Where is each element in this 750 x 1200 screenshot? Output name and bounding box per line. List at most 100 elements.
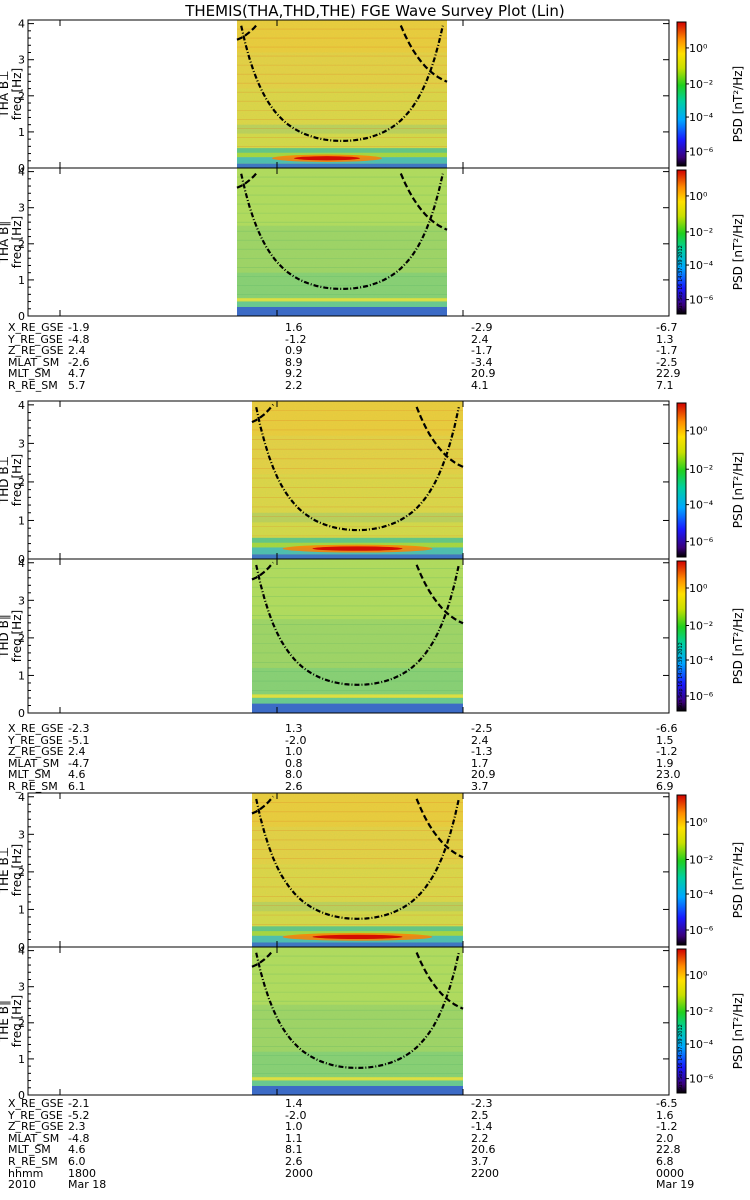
ephemeris-label: X_RE_GSE — [8, 722, 64, 735]
spectrum-band — [252, 826, 463, 865]
colorbar — [676, 402, 687, 558]
ephemeris-value: 2.4 — [471, 332, 489, 346]
panel-freq-label: freq [Hz] — [10, 454, 24, 506]
spectrum-band — [237, 163, 447, 168]
ephemeris-row: MLAT_SM -4.8 1.1 2.2 2.0 — [8, 1133, 708, 1145]
axis-frame — [27, 167, 670, 317]
ephemeris-value: 2.4 — [68, 745, 86, 759]
ephemeris-label: Z_RE_GSE — [8, 745, 64, 759]
ephemeris-value: 2.2 — [285, 378, 303, 392]
ephemeris-value: -6.7 — [656, 321, 678, 334]
cyclotron-curve — [240, 173, 444, 291]
spectrum-band — [252, 522, 463, 538]
spectrogram-panel-thd-par: 0 1 2 3 4 THD B∥ freq [Hz] 10⁰ 10⁻² 10⁻⁴ 10⁻⁶ PSD [… — [0, 557, 745, 720]
ephemeris-value: -6.5 — [656, 1097, 678, 1110]
spectrum-noise — [252, 947, 463, 1095]
colorbar — [676, 169, 687, 315]
spectrum-band — [252, 1051, 463, 1077]
ephemeris-value: 1.5 — [656, 733, 674, 747]
ephemeris-row: MLT_SM 4.7 9.2 20.9 22.9 — [8, 368, 708, 380]
y-tick-label: 0 — [18, 941, 25, 954]
ephemeris-value: 2.0 — [656, 1131, 674, 1145]
wave-power-core — [312, 934, 403, 940]
y-tick-label: 2 — [18, 632, 25, 645]
spectrum-band — [237, 301, 447, 307]
time-axis-date-label: Mar 18 — [68, 1178, 107, 1192]
colorbar-tick-label: 10⁻² — [689, 226, 713, 239]
spectrum-band — [252, 401, 463, 436]
spectrum-band — [252, 793, 463, 827]
ephemeris-value: 3.7 — [471, 1154, 489, 1168]
spectrum-band — [252, 947, 463, 1005]
ephemeris-label: MLT_SM — [8, 1143, 51, 1157]
ephemeris-the: X_RE_GSE -2.1 1.4 -2.3 -6.5 Y_RE_GSE -5.2 -2.0 2… — [8, 1098, 708, 1168]
ephemeris-value: 2.3 — [68, 1120, 86, 1134]
colorbar — [676, 21, 687, 167]
spectrogram-panel-tha-par: 0 1 2 3 4 THA B∥ freq [Hz] 10⁰ 10⁻² 10⁻⁴ 10⁻⁶ PSD [… — [0, 166, 745, 323]
time-axis-label: 2200 — [471, 1166, 499, 1180]
timestamp-stamp: Sun Sep 16 14:37:39 2012 — [678, 642, 684, 709]
spectrum-band — [252, 512, 463, 523]
ephemeris-label: MLAT_SM — [8, 1131, 60, 1145]
panel-freq-label: freq [Hz] — [10, 610, 24, 662]
time-axis-labels: hhmm 1800 2000 2200 0000 2010 Mar 18 Mar 19 — [8, 1166, 708, 1192]
ephemeris-label: Y_RE_GSE — [8, 332, 63, 346]
cyclotron-curve — [255, 798, 460, 920]
spectrum-band — [252, 926, 463, 932]
ephemeris-value: 7.1 — [656, 378, 674, 392]
ephemeris-value: -1.7 — [471, 344, 493, 358]
colorbar-label: PSD [nT²/Hz] — [731, 842, 745, 918]
y-tick-label: 0 — [18, 553, 25, 566]
cyclotron-curve-upper — [399, 173, 448, 231]
colorbar-tick-label: 10⁻² — [689, 620, 713, 633]
colorbar-label: PSD [nT²/Hz] — [731, 66, 745, 142]
ephemeris-value: 8.0 — [285, 768, 303, 782]
colorbar-tick-label: 10⁻⁴ — [689, 888, 714, 901]
ephemeris-label: MLAT_SM — [8, 756, 60, 770]
ephemeris-value: 4.6 — [68, 768, 86, 782]
ephemeris-value: 1.1 — [285, 1131, 303, 1145]
y-tick-label: 1 — [18, 126, 25, 139]
time-axis-label: hhmm — [8, 1166, 44, 1180]
y-tick-label: 1 — [18, 903, 25, 916]
ephemeris-value: 1.3 — [285, 722, 303, 735]
ephemeris-value: 2.5 — [471, 1108, 489, 1122]
y-tick-label: 0 — [18, 310, 25, 323]
ephemeris-value: 0.9 — [285, 344, 303, 358]
ephemeris-value: 1.0 — [285, 1120, 303, 1134]
colorbar-tick-label: 10⁻² — [689, 463, 713, 476]
ephemeris-value: -2.3 — [471, 1097, 493, 1110]
ephemeris-value: 1.6 — [285, 321, 303, 334]
time-axis-date-label: 2010 — [8, 1178, 36, 1192]
spectrogram-panel-the-par: 0 1 2 3 4 THE B∥ freq [Hz] 10⁰ 10⁻² 10⁻⁴ 10⁻⁶ PSD [… — [0, 945, 745, 1102]
ephemeris-value: 5.7 — [68, 378, 86, 392]
y-tick-label: 1 — [18, 274, 25, 287]
ephemeris-row: Y_RE_GSE -5.1 -2.0 2.4 1.5 — [8, 733, 708, 747]
y-tick-label: 0 — [18, 1089, 25, 1102]
colorbar-tick-label: 10⁻⁴ — [689, 259, 714, 272]
y-tick-label: 0 — [18, 707, 25, 720]
ephemeris-value: 9.2 — [285, 367, 303, 381]
cyclotron-curve-upper — [236, 22, 259, 41]
colorbar — [676, 794, 687, 946]
y-tick-label: 1 — [18, 1053, 25, 1066]
ephemeris-value: 1.3 — [656, 332, 674, 346]
ephemeris-value: 4.6 — [68, 1143, 86, 1157]
spectrum-band — [237, 20, 447, 53]
panel-component-label: THD B⊥ — [0, 456, 11, 505]
cyclotron-curve-upper — [251, 795, 274, 815]
panel-component-label: THA B∥ — [0, 221, 11, 265]
timestamp-stamp: Sun Sep 16 14:37:39 2012 — [678, 1024, 684, 1091]
ephemeris-label: MLT_SM — [8, 768, 51, 782]
ephemeris-value: 0.8 — [285, 756, 303, 770]
colorbar-tick-label: 10⁻⁶ — [689, 924, 714, 937]
ephemeris-value: 22.8 — [656, 1143, 681, 1157]
ephemeris-value: -2.3 — [68, 722, 90, 735]
colorbar-tick-label: 10⁻² — [689, 78, 713, 91]
y-tick-label: 1 — [18, 669, 25, 682]
time-axis-label: 0000 — [656, 1166, 684, 1180]
timestamp-stamp: Sun Sep 16 14:37:39 2012 — [678, 245, 684, 312]
y-tick-label: 3 — [18, 54, 25, 67]
spectrum-noise — [252, 559, 463, 713]
cyclotron-curve-upper — [236, 170, 259, 189]
